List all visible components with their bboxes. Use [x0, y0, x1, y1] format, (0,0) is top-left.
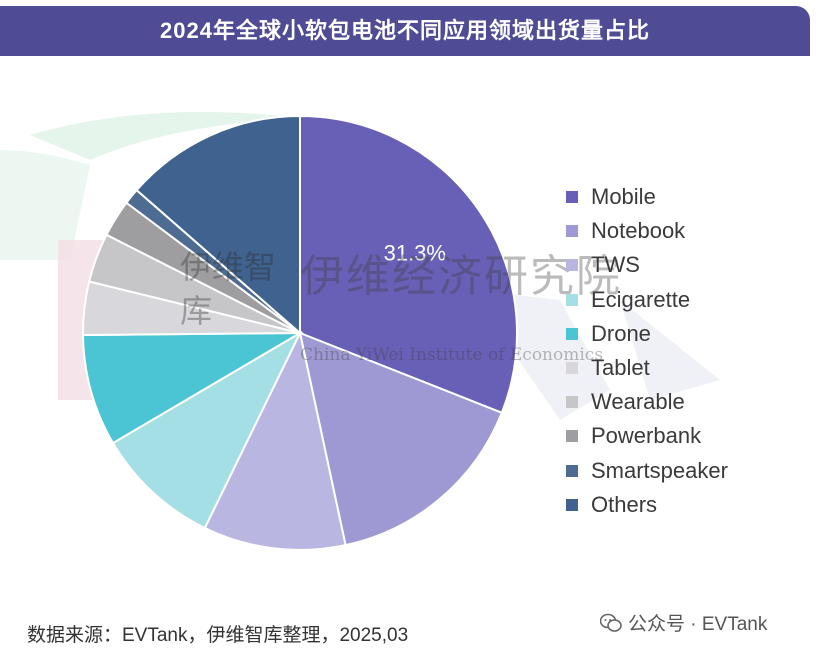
watermark-logo: 伊维智库	[180, 248, 277, 330]
legend-swatch	[566, 464, 578, 477]
source-note: 数据来源：EVTank，伊维智库整理，2025,03	[27, 625, 409, 646]
legend-swatch	[566, 396, 578, 409]
legend-label: Mobile	[591, 184, 656, 210]
legend-item-wearable: Wearable	[566, 385, 728, 419]
legend-swatch	[566, 259, 578, 272]
wechat-icon	[600, 613, 622, 632]
legend-swatch	[566, 327, 578, 340]
legend-item-tws: TWS	[566, 248, 728, 282]
pie-slice-tws	[203, 329, 347, 551]
legend-label: Powerbank	[591, 423, 702, 449]
legend-item-powerbank: Powerbank	[566, 419, 728, 453]
chart-title: 2024年全球小软包电池不同应用领域出货量占比	[160, 18, 650, 43]
data-label-mobile: 31.3%	[384, 241, 446, 266]
legend-swatch	[566, 498, 578, 511]
legend-label: Smartspeaker	[591, 457, 728, 483]
wechat-badge: 公众号 · EVTank	[600, 609, 767, 636]
legend-swatch	[566, 225, 578, 238]
legend-item-others: Others	[566, 488, 728, 522]
chart-legend: Mobile Notebook TWS Ecigarette Drone Tablet We…	[566, 180, 728, 522]
pie-slice-mobile	[299, 114, 518, 415]
legend-swatch	[566, 430, 578, 443]
legend-item-ecigarette: Ecigarette	[566, 283, 728, 317]
legend-label: Notebook	[591, 218, 686, 244]
legend-swatch	[566, 362, 578, 375]
title-banner: 2024年全球小软包电池不同应用领域出货量占比	[0, 6, 810, 56]
legend-label: Tablet	[591, 355, 650, 381]
wechat-label: 公众号 · EVTank	[628, 614, 768, 635]
legend-label: TWS	[591, 252, 640, 278]
legend-label: Drone	[591, 320, 651, 346]
legend-item-tablet: Tablet	[566, 351, 728, 385]
legend-label: Wearable	[591, 389, 685, 415]
pie-slice-drone	[82, 331, 304, 445]
legend-item-notebook: Notebook	[566, 214, 728, 248]
pie-slice-ecigarette	[111, 330, 303, 530]
pie-slice-notebook	[298, 331, 504, 547]
legend-label: Ecigarette	[591, 286, 691, 312]
pie-slice-others	[135, 114, 301, 336]
legend-swatch	[566, 191, 578, 204]
legend-label: Others	[591, 491, 658, 517]
legend-item-drone: Drone	[566, 317, 728, 351]
legend-item-smartspeaker: Smartspeaker	[566, 454, 728, 488]
legend-swatch	[566, 293, 578, 306]
legend-item-mobile: Mobile	[566, 180, 728, 214]
watermark-subtext: China YiWei Institute of Economics	[300, 345, 604, 365]
